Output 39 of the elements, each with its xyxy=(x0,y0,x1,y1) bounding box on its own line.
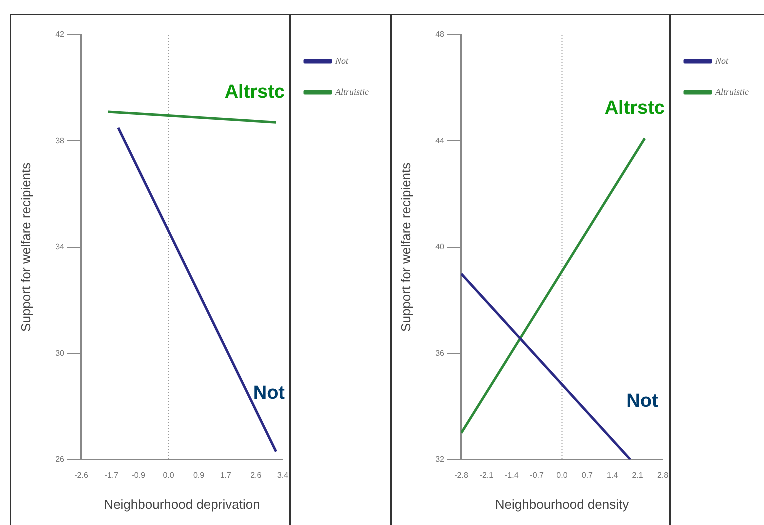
x-tick-label: -0.9 xyxy=(132,470,146,480)
x-tick-label: 2.6 xyxy=(250,470,262,480)
y-tick-label: 34 xyxy=(56,242,66,252)
x-axis-title: Neighbourhood density xyxy=(495,496,630,512)
x-tick-label: 0.9 xyxy=(193,470,206,480)
x-axis-title: Neighbourhood deprivation xyxy=(104,496,260,512)
x-tick-label: 2.1 xyxy=(632,470,644,480)
x-tick-label: -0.7 xyxy=(530,470,544,480)
x-tick-label: 1.4 xyxy=(607,470,619,480)
y-axis-title: Support for welfare recipients xyxy=(398,162,414,332)
y-tick-label: 30 xyxy=(56,348,66,358)
x-tick-label: -1.4 xyxy=(504,470,520,480)
x-tick-label: -2.8 xyxy=(454,470,469,480)
annotation: Not xyxy=(626,391,659,412)
legend-label: Altruistic xyxy=(714,86,750,97)
legend-label: Not xyxy=(334,56,350,66)
x-tick-label: 3.4 xyxy=(277,470,290,480)
y-tick-label: 26 xyxy=(56,455,66,464)
x-tick-label: 0.7 xyxy=(582,470,594,480)
x-tick-label: 1.7 xyxy=(220,470,232,480)
annotation: Altrstc xyxy=(604,98,666,119)
x-tick-label: 0.0 xyxy=(163,470,175,480)
x-tick-label: -1.7 xyxy=(104,470,120,480)
y-tick-label: 42 xyxy=(56,30,66,40)
annotation: Altrstc xyxy=(224,82,286,103)
x-tick-label: 2.8 xyxy=(657,470,670,480)
x-tick-label: -2.1 xyxy=(480,470,494,480)
annotation: Not xyxy=(253,383,286,404)
x-tick-label: 0.0 xyxy=(556,470,568,480)
y-tick-label: 38 xyxy=(56,136,66,146)
y-tick-label: 32 xyxy=(436,455,446,464)
y-axis-title: Support for welfare recipients xyxy=(18,162,34,332)
legend-label: Not xyxy=(714,56,730,66)
legend-label: Altruistic xyxy=(334,86,370,97)
x-tick-label: -2.6 xyxy=(74,470,89,480)
y-tick-label: 36 xyxy=(436,348,446,358)
y-tick-label: 40 xyxy=(436,242,446,252)
y-tick-label: 48 xyxy=(436,30,446,40)
y-tick-label: 44 xyxy=(436,136,446,146)
